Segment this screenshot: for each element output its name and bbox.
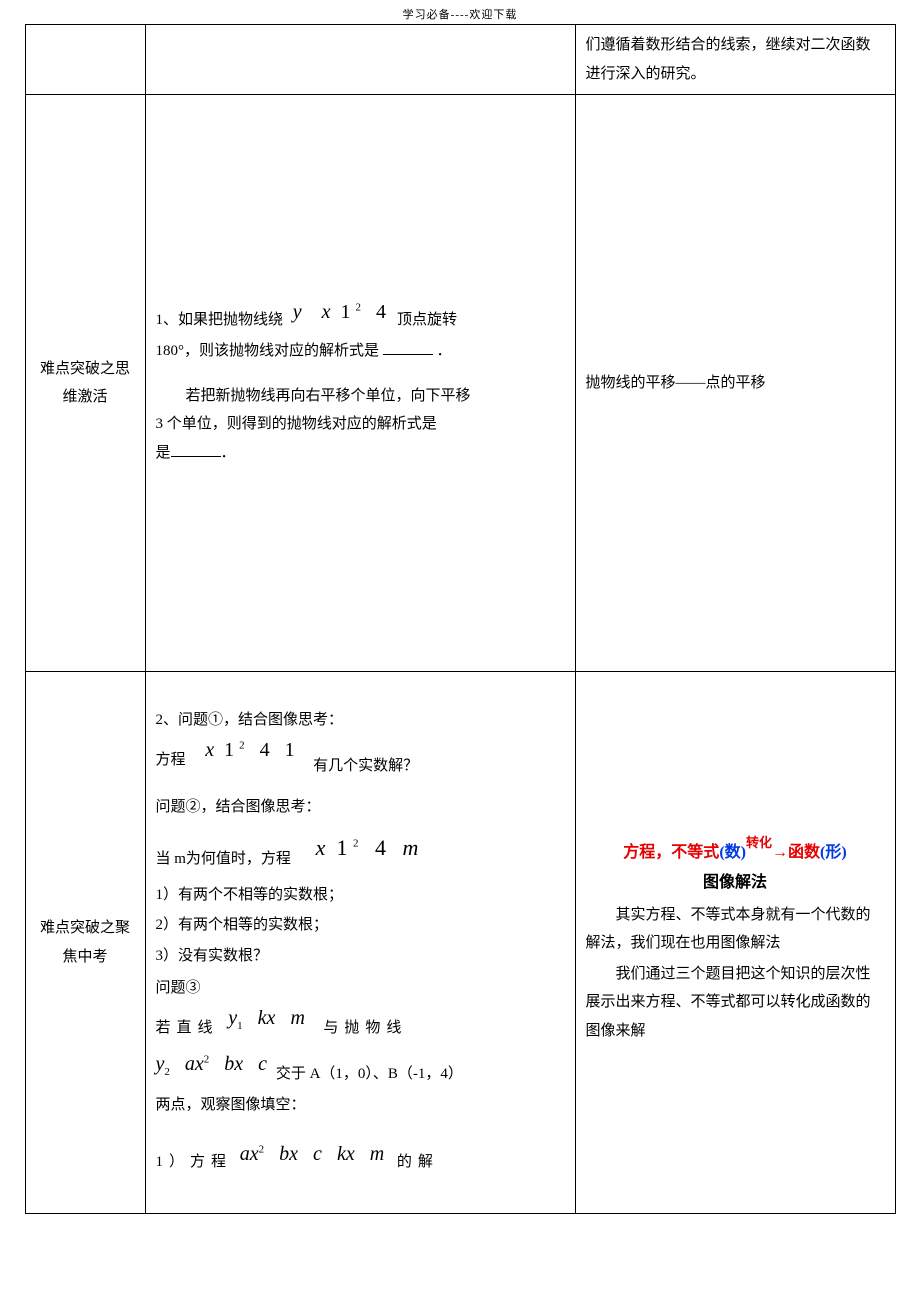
f-y: y <box>293 301 302 323</box>
f-a: a <box>185 1053 195 1075</box>
f-x: x <box>322 301 331 323</box>
f-x8: x <box>289 1143 298 1165</box>
q1-b: 方程 <box>156 752 186 768</box>
row2-mid: 2、问题①，结合图像思考： 方程 x 1 2 4 1 有几个实数解？ 问题②，结… <box>145 672 575 1214</box>
r2-p2: 我们通过三个题目把这个知识的层次性展示出来方程、不等式都可以转化成函数的图像来解 <box>586 960 885 1046</box>
f-1: 1 <box>341 301 351 323</box>
formula-parabola: y x 1 2 4 <box>287 301 397 323</box>
f-1d: 1 <box>336 835 347 860</box>
lesson-table: 们遵循着数形结合的线索，继续对二次函数进行深入的研究。 难点突破之思维激活 1、… <box>25 24 896 1214</box>
page-header: 学习必备----欢迎下载 <box>0 0 920 24</box>
row1-text-a: 1、如果把抛物线绕 <box>156 312 284 328</box>
blank-2 <box>171 442 221 457</box>
row1-right-text: 抛物线的平移——点的平移 <box>586 375 766 391</box>
formula-line: y1 kx m <box>222 1007 316 1029</box>
f-x3: x <box>316 835 326 860</box>
row1-text-b: 顶点旋转 <box>397 312 457 328</box>
q1-a: 2、问题①，结合图像思考： <box>156 706 565 735</box>
f-4b: 4 <box>260 739 270 761</box>
q3-e1: 1）方程 <box>156 1154 233 1170</box>
row1-right: 抛物线的平移——点的平移 <box>575 95 895 672</box>
f-c: c <box>258 1053 267 1075</box>
q2-e: 3）没有实数根？ <box>156 942 565 971</box>
f-4: 4 <box>376 301 386 323</box>
table-row: 难点突破之聚焦中考 2、问题①，结合图像思考： 方程 x 1 2 4 1 有几个… <box>25 672 895 1214</box>
f-x4: x <box>267 1007 276 1029</box>
row1-mid: 1、如果把抛物线绕 y x 1 2 4 顶点旋转 180°，则该抛物线对应的解析… <box>145 95 575 672</box>
q2-b: 当 m为何值时，方程 <box>156 851 291 867</box>
arrow-icon: → <box>772 844 788 861</box>
row1-left-text: 难点突破之思维激活 <box>40 361 130 406</box>
r2-p1: 其实方程、不等式本身就有一个代数的解法，我们现在也用图像解法 <box>586 901 885 958</box>
gl-b: (数) <box>719 844 746 861</box>
gl-c: 转化 <box>746 835 772 850</box>
f-x7: x <box>250 1143 259 1165</box>
f-a2: a <box>240 1143 250 1165</box>
gl-e: (形) <box>820 844 847 861</box>
blank-1 <box>383 340 433 355</box>
row0-right-text: 们遵循着数形结合的线索，继续对二次函数进行深入的研究。 <box>586 37 871 82</box>
row1-dot1: ． <box>437 343 452 359</box>
formula-eq3: ax2 bx c kx m <box>236 1143 393 1165</box>
f-1b: 1 <box>224 739 234 761</box>
gl-a: 方程，不等式 <box>623 844 719 861</box>
q3-a: 问题③ <box>156 974 565 1003</box>
q3-b1: 若直线 <box>156 1020 219 1036</box>
q3-e2: 的解 <box>397 1154 439 1170</box>
formula-eq1: x 1 2 4 1 <box>189 739 305 761</box>
q3-d: 两点，观察图像填空： <box>156 1091 565 1120</box>
q2-a: 问题②，结合图像思考： <box>156 793 565 822</box>
row1-text-e: 3 个单位，则得到的抛物线对应的解析式是 <box>156 416 437 432</box>
f-1c: 1 <box>285 739 295 761</box>
f-m3: m <box>370 1143 384 1165</box>
f-sq5: 2 <box>259 1144 265 1156</box>
f-c2: c <box>313 1143 322 1165</box>
row0-right: 们遵循着数形结合的线索，继续对二次函数进行深入的研究。 <box>575 25 895 95</box>
f-k: k <box>258 1007 267 1029</box>
f-x6: x <box>234 1053 243 1075</box>
f-m: m <box>402 835 418 860</box>
row0-left <box>25 25 145 95</box>
q1-c: 有几个实数解？ <box>313 758 418 774</box>
f-4c: 4 <box>375 835 386 860</box>
f-sq2: 2 <box>239 739 245 751</box>
row2-right: 方程，不等式(数)转化→函数(形) 图像解法 其实方程、不等式本身就有一个代数的… <box>575 672 895 1214</box>
f-x9: x <box>346 1143 355 1165</box>
graphic-method-title: 图像解法 <box>586 868 885 898</box>
f-x5: x <box>195 1053 204 1075</box>
formula-eq2: x 1 2 4 m <box>295 835 429 860</box>
row1-text-d: 若把新抛物线再向右平移个单位，向下平移 <box>186 388 471 404</box>
formula-parabola2: y2 ax2 bx c <box>156 1053 273 1075</box>
f-sq3: 2 <box>353 838 359 850</box>
table-row: 难点突破之思维激活 1、如果把抛物线绕 y x 1 2 4 顶点旋转 180°，… <box>25 95 895 672</box>
f-sq4: 2 <box>204 1053 210 1065</box>
f-x2: x <box>205 739 214 761</box>
f-k2: k <box>337 1143 346 1165</box>
table-row: 们遵循着数形结合的线索，继续对二次函数进行深入的研究。 <box>25 25 895 95</box>
transform-diagram: 方程，不等式(数)转化→函数(形) <box>586 838 885 868</box>
gl-d: 函数 <box>788 844 820 861</box>
q2-c: 1）有两个不相等的实数根； <box>156 881 565 910</box>
q2-d: 2）有两个相等的实数根； <box>156 911 565 940</box>
row2-left: 难点突破之聚焦中考 <box>25 672 145 1214</box>
f-b2: b <box>279 1143 289 1165</box>
row1-text-c: 180°，则该抛物线对应的解析式是 <box>156 343 380 359</box>
row1-left: 难点突破之思维激活 <box>25 95 145 672</box>
row2-left-text: 难点突破之聚焦中考 <box>40 920 130 965</box>
f-b: b <box>224 1053 234 1075</box>
f-y1: y <box>228 1007 237 1029</box>
q3-b2: 与抛物线 <box>323 1020 407 1036</box>
row0-mid <box>145 25 575 95</box>
row1-dot2: ． <box>221 445 236 461</box>
f-m2: m <box>290 1007 304 1029</box>
q3-c1: 交于 A（1，0）、B（-1，4） <box>276 1066 463 1082</box>
f-sq: 2 <box>356 301 362 313</box>
